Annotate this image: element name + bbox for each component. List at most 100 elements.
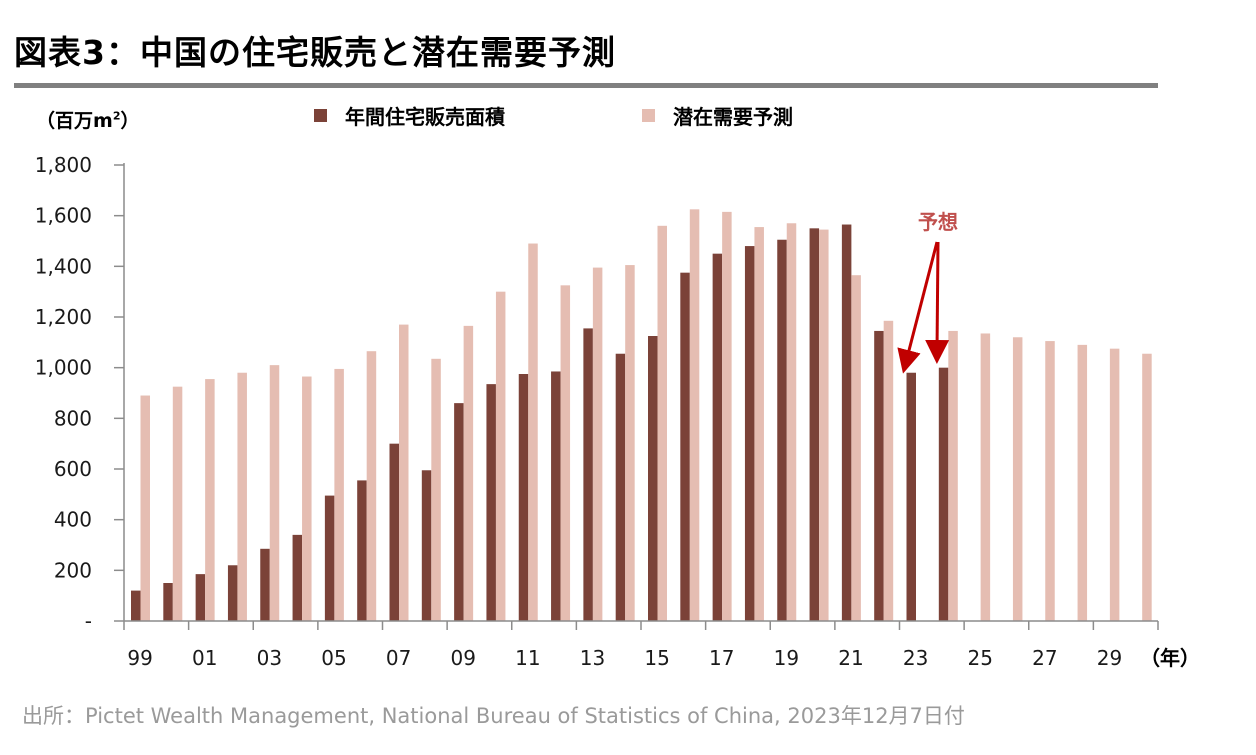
forecast-arrow-2023	[897, 241, 939, 374]
bar-demand-28	[1077, 344, 1088, 621]
bar-demand-18	[754, 227, 764, 621]
bar-demand-03	[269, 365, 280, 621]
y-unit-prefix: （百万m	[36, 110, 113, 132]
bar-sales-12	[551, 371, 561, 621]
x-tick-label: 07	[386, 646, 411, 670]
bar-sales-16	[680, 272, 690, 621]
x-tick-label: 15	[644, 646, 669, 670]
y-tick-label: 1,000	[35, 356, 92, 380]
bar-sales-17	[712, 253, 723, 622]
bar-demand-25	[980, 333, 991, 621]
bar-demand-27	[1045, 341, 1055, 621]
y-tick-label: 400	[54, 508, 92, 532]
legend-label-demand: 潜在需要予測	[673, 105, 793, 129]
y-tick-label: 1,400	[35, 254, 92, 278]
bar-sales-18	[744, 246, 755, 621]
x-tick-label: 17	[709, 646, 734, 670]
bar-demand-13	[592, 267, 603, 621]
bar-sales-22	[874, 330, 884, 621]
bar-demand-16	[689, 209, 700, 621]
bar-sales-02	[227, 565, 238, 621]
axes-group: - 200 400 600 800 1,000 1,200 1,400 1,600 1,800 99…	[35, 153, 1200, 670]
legend-swatch-sales	[314, 109, 327, 122]
bar-demand-06	[366, 351, 377, 621]
bar-demand-00	[172, 386, 183, 621]
page-title: 図表3：中国の住宅販売と潜在需要予測	[14, 33, 616, 72]
bar-demand-01	[205, 379, 215, 621]
forecast-arrow-2024	[925, 241, 950, 364]
bar-sales-06	[357, 480, 367, 621]
bar-sales-19	[777, 239, 787, 622]
x-tick-label: 21	[838, 646, 863, 670]
bar-demand-99	[140, 395, 150, 621]
bar-demand-17	[722, 211, 732, 621]
bar-sales-14	[615, 353, 626, 621]
y-tick-label: 1,600	[35, 204, 92, 228]
bar-sales-13	[583, 328, 593, 621]
bar-demand-20	[819, 229, 829, 621]
bar-demand-14	[625, 265, 635, 621]
bar-demand-22	[883, 320, 894, 621]
bar-sales-23	[906, 372, 916, 621]
bar-demand-21	[851, 275, 861, 621]
y-tick-label: 1,200	[35, 305, 92, 329]
bar-sales-01	[195, 574, 206, 621]
legend-item-sales: 年間住宅販売面積	[314, 101, 505, 130]
bar-demand-15	[657, 225, 667, 622]
bar-demand-04	[302, 376, 312, 621]
bar-sales-15	[648, 336, 658, 621]
bar-sales-03	[260, 548, 270, 621]
bar-demand-30	[1142, 353, 1152, 621]
x-tick-label: 25	[968, 646, 993, 670]
x-tick-label: 19	[774, 646, 799, 670]
y-tick-label: 600	[54, 457, 92, 481]
bar-demand-19	[786, 223, 797, 621]
x-tick-label: 11	[515, 646, 540, 670]
x-tick-label: 23	[903, 646, 928, 670]
bar-demand-26	[1012, 337, 1023, 621]
x-tick-label: 03	[257, 646, 282, 670]
source-note: 出所：Pictet Wealth Management, National Bu…	[22, 704, 965, 728]
x-tick-label: 09	[451, 646, 476, 670]
bar-sales-20	[809, 228, 820, 621]
bar-demand-02	[237, 372, 247, 621]
x-tick-label: 27	[1032, 646, 1057, 670]
bar-sales-00	[163, 583, 173, 621]
legend-item-demand: 潜在需要予測	[642, 101, 793, 130]
x-tick-label: 99	[127, 646, 152, 670]
bar-sales-08	[421, 470, 432, 621]
bars-group	[131, 209, 1152, 622]
bar-sales-04	[292, 534, 303, 621]
forecast-annotation-label: 予想	[918, 210, 958, 234]
bar-sales-05	[324, 495, 335, 621]
bar-sales-09	[454, 403, 464, 621]
x-tick-label: 13	[580, 646, 605, 670]
bar-demand-12	[560, 285, 571, 621]
y-unit-superscript: 2	[112, 109, 121, 123]
bar-sales-11	[518, 374, 529, 621]
legend-label-sales: 年間住宅販売面積	[345, 105, 505, 129]
bar-demand-07	[399, 324, 409, 621]
bar-sales-99	[131, 590, 141, 621]
bar-sales-21	[841, 224, 852, 621]
y-tick-label: 200	[54, 558, 92, 582]
bar-sales-07	[389, 443, 399, 621]
bar-sales-10	[486, 384, 496, 621]
x-tick-label: 05	[321, 646, 346, 670]
bar-demand-29	[1109, 348, 1120, 621]
forecast-annotation: 予想	[897, 210, 958, 374]
bar-demand-11	[528, 243, 538, 621]
title-divider	[14, 83, 1158, 88]
y-axis-unit-label: （百万m2）	[36, 106, 139, 133]
bar-demand-09	[463, 325, 474, 621]
legend-swatch-demand	[642, 109, 655, 122]
bar-chart: - 200 400 600 800 1,000 1,200 1,400 1,600 1,800 99…	[35, 153, 1200, 670]
y-tick-label: 800	[54, 406, 92, 430]
y-tick-label: -	[85, 609, 92, 633]
y-unit-suffix: ）	[120, 110, 140, 132]
bar-demand-10	[495, 291, 506, 621]
bar-demand-24	[948, 330, 958, 621]
bar-sales-24	[938, 367, 949, 621]
y-tick-label: 1,800	[35, 153, 92, 177]
x-tick-label: 29	[1097, 646, 1122, 670]
